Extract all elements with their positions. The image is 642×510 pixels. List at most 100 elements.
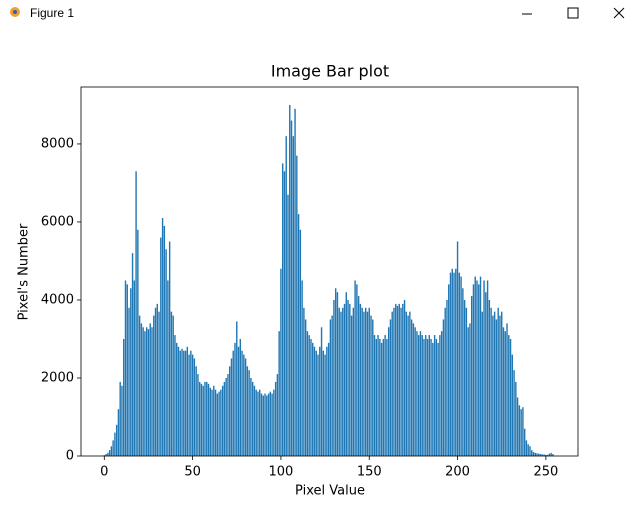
bar (251, 381, 254, 456)
bar (271, 393, 273, 456)
bar (386, 338, 388, 456)
bar (508, 335, 510, 456)
bar (267, 393, 270, 456)
bar (354, 280, 356, 456)
bar (403, 299, 406, 456)
bar (299, 229, 302, 456)
bar (306, 331, 309, 456)
bar (119, 381, 121, 456)
bar (308, 335, 310, 456)
bar (446, 299, 448, 456)
bar (313, 346, 316, 456)
bar (352, 307, 355, 456)
bar (289, 104, 291, 456)
bar (126, 284, 128, 456)
bar (417, 335, 420, 456)
bar (179, 350, 181, 456)
bar (375, 338, 378, 456)
bar (488, 299, 491, 456)
bar (274, 381, 277, 456)
bar (421, 335, 423, 456)
bar (218, 391, 220, 456)
bar (168, 241, 171, 456)
bar (237, 346, 240, 456)
bar (366, 311, 369, 456)
bar (188, 354, 190, 456)
bar (181, 348, 183, 456)
bar (160, 237, 162, 456)
y-tick-label: 6000 (41, 214, 74, 229)
bar (474, 276, 476, 456)
bar (467, 327, 469, 456)
bar (137, 229, 139, 456)
bar (509, 338, 512, 456)
bar (248, 370, 250, 456)
bar (177, 346, 180, 456)
bar (211, 389, 213, 456)
bar (292, 136, 294, 456)
bar (317, 354, 319, 456)
bar (460, 276, 462, 456)
x-tick-label: 0 (100, 465, 108, 480)
bar (255, 389, 257, 456)
bar (108, 450, 111, 456)
bar (531, 450, 533, 456)
bar (379, 338, 381, 456)
bar (145, 327, 148, 456)
bar (407, 315, 409, 456)
bar (476, 280, 478, 456)
bar (213, 385, 215, 456)
bar (156, 303, 158, 456)
bar (546, 454, 549, 456)
chart-title: Image Bar plot (271, 62, 389, 81)
bar (532, 452, 535, 456)
bar (439, 335, 441, 456)
bar (405, 311, 408, 456)
bar (112, 440, 114, 456)
bar (326, 346, 328, 456)
bar (124, 280, 127, 456)
bar (131, 253, 134, 456)
bar (324, 354, 326, 456)
bar (338, 307, 340, 456)
x-tick-label: 50 (184, 465, 201, 480)
bar (172, 315, 174, 456)
bar (161, 218, 164, 456)
bar (142, 327, 144, 456)
bar (269, 391, 272, 456)
bar (377, 335, 379, 456)
bar (138, 315, 141, 456)
bar (414, 327, 416, 456)
y-tick-label: 8000 (41, 136, 74, 151)
bar (409, 311, 411, 456)
bar (384, 335, 386, 456)
bar (154, 307, 157, 456)
bar (151, 327, 153, 456)
bar (207, 383, 210, 456)
bar (458, 272, 461, 456)
bar (334, 288, 337, 456)
bar (236, 321, 238, 456)
bar (493, 311, 496, 456)
maximize-button[interactable] (567, 7, 579, 19)
close-button[interactable] (613, 7, 625, 19)
bar (357, 296, 360, 456)
bar (463, 299, 466, 456)
x-tick-label: 250 (533, 465, 558, 480)
bar (320, 327, 323, 456)
bar (400, 307, 402, 456)
bar (515, 381, 517, 456)
bar (453, 272, 455, 456)
bar (296, 155, 298, 456)
bar (135, 171, 137, 456)
bar (550, 452, 552, 456)
bar (387, 327, 390, 456)
bar (373, 335, 376, 456)
bar (523, 428, 526, 456)
bar (410, 319, 413, 456)
bar (448, 284, 450, 456)
title-bar (0, 0, 642, 28)
bar (425, 335, 427, 456)
bar (294, 108, 296, 456)
bar (433, 335, 436, 456)
